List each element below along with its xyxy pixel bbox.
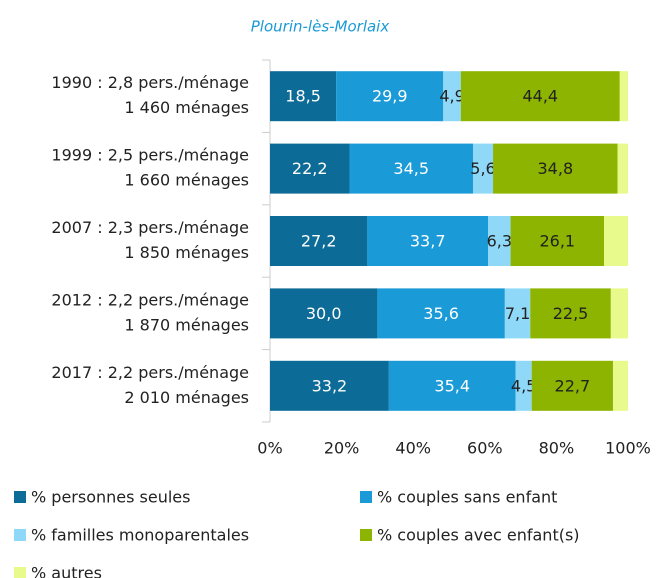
bar-segment [531, 360, 613, 411]
data-label: 5,6 [470, 159, 495, 178]
y-tick-label: 2012 : 2,2 pers./ménage [51, 290, 249, 309]
y-tick-label: 1 660 ménages [124, 171, 249, 190]
data-label: 4,5 [511, 376, 536, 395]
data-label: 26,1 [539, 232, 575, 251]
bar-segment [349, 143, 473, 194]
legend-label: % autres [31, 564, 102, 578]
y-tick-label: 1 870 ménages [124, 315, 249, 334]
legend-swatch [14, 491, 26, 503]
bar-segment [510, 216, 605, 266]
legend-swatch [360, 529, 372, 541]
data-label: 34,5 [393, 159, 429, 178]
data-label: 7,1 [505, 304, 530, 323]
legend-swatch [14, 529, 26, 541]
bar-segment [488, 216, 511, 266]
data-label: 35,6 [423, 304, 459, 323]
bar-segment [367, 216, 489, 266]
data-label: 6,3 [487, 232, 512, 251]
bar-segment [270, 360, 389, 411]
bar-segment [443, 71, 461, 122]
bar-segment [336, 71, 444, 122]
y-tick-label: 2017 : 2,2 pers./ménage [51, 363, 249, 382]
data-label: 44,4 [522, 87, 558, 106]
bar-segment [617, 143, 628, 194]
legend-swatch [360, 491, 372, 503]
bar-segment [377, 288, 505, 339]
bar-segment [619, 71, 628, 122]
bar-segment [610, 288, 628, 339]
legend-swatch [14, 567, 26, 578]
chart-title: Plourin-lès-Morlaix [251, 18, 390, 36]
y-tick-label: 2 010 ménages [124, 388, 249, 407]
data-label: 22,7 [555, 376, 591, 395]
x-tick-label: 40% [395, 439, 431, 458]
bar-segment [270, 71, 337, 122]
x-tick-label: 100% [605, 439, 651, 458]
bar-segment [493, 143, 618, 194]
x-tick-label: 20% [324, 439, 360, 458]
legend-label: % personnes seules [31, 488, 190, 507]
data-label: 4,9 [439, 87, 464, 106]
y-tick-label: 1999 : 2,5 pers./ménage [51, 146, 249, 165]
y-tick-label: 1 460 ménages [124, 98, 249, 117]
data-label: 33,7 [410, 232, 446, 251]
data-label: 27,2 [301, 232, 337, 251]
bar-segment [270, 288, 378, 339]
x-tick-label: 60% [467, 439, 503, 458]
bar-segment [388, 360, 516, 411]
legend-label: % couples sans enfant [377, 488, 557, 507]
bar-segment [472, 143, 494, 194]
bar-segment [604, 216, 628, 266]
bar-segment [515, 360, 532, 411]
data-label: 35,4 [434, 376, 470, 395]
bar-segment [530, 288, 611, 339]
bar-segment [460, 71, 620, 122]
y-tick-label: 1990 : 2,8 pers./ménage [51, 73, 249, 92]
data-label: 34,8 [538, 159, 574, 178]
bar-segment [504, 288, 531, 339]
y-tick-label: 1 850 ménages [124, 243, 249, 262]
legend-label: % familles monoparentales [31, 526, 249, 545]
y-tick-label: 2007 : 2,3 pers./ménage [51, 218, 249, 237]
x-tick-label: 0% [257, 439, 282, 458]
x-tick-label: 80% [539, 439, 575, 458]
bar-segment [270, 216, 368, 266]
bar-segment [270, 143, 350, 194]
legend-label: % couples avec enfant(s) [377, 526, 580, 545]
bar-segment [612, 360, 628, 411]
data-label: 29,9 [372, 87, 408, 106]
data-label: 30,0 [306, 304, 342, 323]
data-label: 33,2 [312, 376, 348, 395]
data-label: 18,5 [285, 87, 321, 106]
data-label: 22,2 [292, 159, 328, 178]
data-label: 22,5 [553, 304, 589, 323]
